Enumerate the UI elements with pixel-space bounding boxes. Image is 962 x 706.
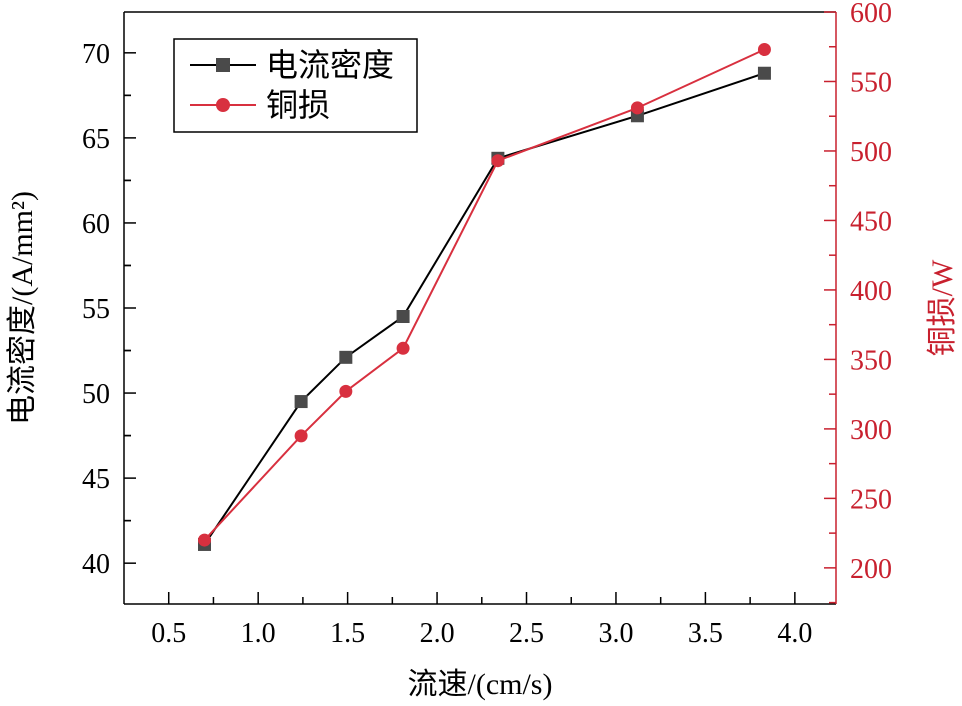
axes: 0.5 1.0 1.5 2.0 2.5 3.0 3.5 4.0 40 45 50 55 60 65 70 20… xyxy=(82,0,892,649)
x-tick-label: 2.5 xyxy=(509,618,544,649)
y-axis-left-label: 电流密度/(A/mm²) xyxy=(6,191,39,425)
data-point-square xyxy=(757,66,771,80)
legend-box xyxy=(173,38,418,133)
y-right-tick-label: 300 xyxy=(850,415,892,446)
y-left-tick-label: 70 xyxy=(82,39,110,70)
y-right-tick-label: 400 xyxy=(850,276,892,307)
y-left-tick-label: 45 xyxy=(82,464,110,495)
data-point-square xyxy=(294,395,308,409)
y-axis-right-label: 铜损/W xyxy=(926,259,959,356)
legend-label: 电流密度 xyxy=(266,47,394,83)
y-right-tick-label: 600 xyxy=(850,0,892,29)
x-tick-label: 0.5 xyxy=(151,618,186,649)
y-left-tick-label: 60 xyxy=(82,209,110,240)
data-point-circle xyxy=(396,341,410,355)
legend-label: 铜损 xyxy=(266,87,330,123)
data-point-circle xyxy=(294,429,308,443)
x-tick-label: 3.0 xyxy=(598,618,633,649)
y-left-tick-label: 50 xyxy=(82,379,110,410)
x-tick-label: 1.5 xyxy=(330,618,365,649)
series-line xyxy=(203,72,765,546)
series-layer xyxy=(198,43,771,551)
y-right-tick-label: 200 xyxy=(850,554,892,585)
data-point-circle xyxy=(757,43,771,57)
data-point-square xyxy=(339,350,353,364)
data-point-square xyxy=(396,310,410,324)
x-tick-label: 1.0 xyxy=(241,618,276,649)
y-right-tick-label: 500 xyxy=(850,137,892,168)
data-point-circle xyxy=(198,533,212,547)
x-tick-label: 4.0 xyxy=(777,618,812,649)
y-right-tick-label: 250 xyxy=(850,484,892,515)
y-right-tick-label: 550 xyxy=(850,67,892,98)
data-point-circle xyxy=(630,101,644,115)
x-tick-label: 3.5 xyxy=(688,618,723,649)
x-tick-label: 2.0 xyxy=(420,618,455,649)
x-axis-label: 流速/(cm/s) xyxy=(408,668,553,701)
data-point-circle xyxy=(491,154,505,168)
legend-marker-circle xyxy=(216,98,230,112)
y-left-tick-label: 40 xyxy=(82,549,110,580)
y-right-tick-label: 450 xyxy=(850,206,892,237)
data-point-circle xyxy=(339,384,353,398)
y-right-tick-label: 350 xyxy=(850,345,892,376)
legend-marker-square xyxy=(216,58,230,72)
y-left-tick-label: 65 xyxy=(82,124,110,155)
y-left-tick-label: 55 xyxy=(82,294,110,325)
